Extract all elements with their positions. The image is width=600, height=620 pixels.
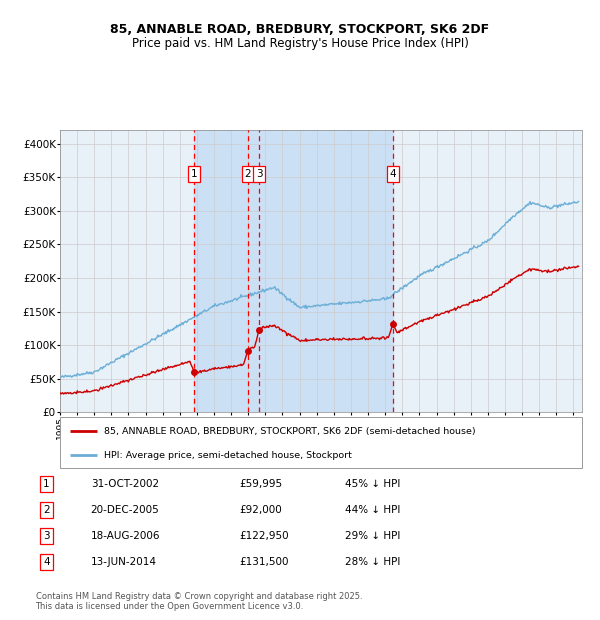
FancyBboxPatch shape <box>60 417 582 468</box>
Text: Price paid vs. HM Land Registry's House Price Index (HPI): Price paid vs. HM Land Registry's House … <box>131 37 469 50</box>
Text: 20-DEC-2005: 20-DEC-2005 <box>91 505 160 515</box>
Text: 85, ANNABLE ROAD, BREDBURY, STOCKPORT, SK6 2DF: 85, ANNABLE ROAD, BREDBURY, STOCKPORT, S… <box>110 23 490 36</box>
Text: 2: 2 <box>43 505 50 515</box>
Text: 1: 1 <box>43 479 50 489</box>
Text: £92,000: £92,000 <box>240 505 283 515</box>
Text: 29% ↓ HPI: 29% ↓ HPI <box>344 531 400 541</box>
Text: 13-JUN-2014: 13-JUN-2014 <box>91 557 157 567</box>
Text: 44% ↓ HPI: 44% ↓ HPI <box>344 505 400 515</box>
Text: 85, ANNABLE ROAD, BREDBURY, STOCKPORT, SK6 2DF (semi-detached house): 85, ANNABLE ROAD, BREDBURY, STOCKPORT, S… <box>104 427 476 436</box>
Text: £122,950: £122,950 <box>240 531 289 541</box>
Text: 3: 3 <box>43 531 50 541</box>
Text: 45% ↓ HPI: 45% ↓ HPI <box>344 479 400 489</box>
Text: 2: 2 <box>244 169 251 179</box>
Text: HPI: Average price, semi-detached house, Stockport: HPI: Average price, semi-detached house,… <box>104 451 352 460</box>
Text: 28% ↓ HPI: 28% ↓ HPI <box>344 557 400 567</box>
Text: 4: 4 <box>389 169 396 179</box>
Text: 1: 1 <box>191 169 197 179</box>
Bar <box>194 130 393 412</box>
Text: 3: 3 <box>256 169 262 179</box>
Text: 31-OCT-2002: 31-OCT-2002 <box>91 479 159 489</box>
Text: Contains HM Land Registry data © Crown copyright and database right 2025.
This d: Contains HM Land Registry data © Crown c… <box>35 591 362 611</box>
Text: 18-AUG-2006: 18-AUG-2006 <box>91 531 160 541</box>
Text: £131,500: £131,500 <box>240 557 289 567</box>
Text: £59,995: £59,995 <box>240 479 283 489</box>
Text: 4: 4 <box>43 557 50 567</box>
